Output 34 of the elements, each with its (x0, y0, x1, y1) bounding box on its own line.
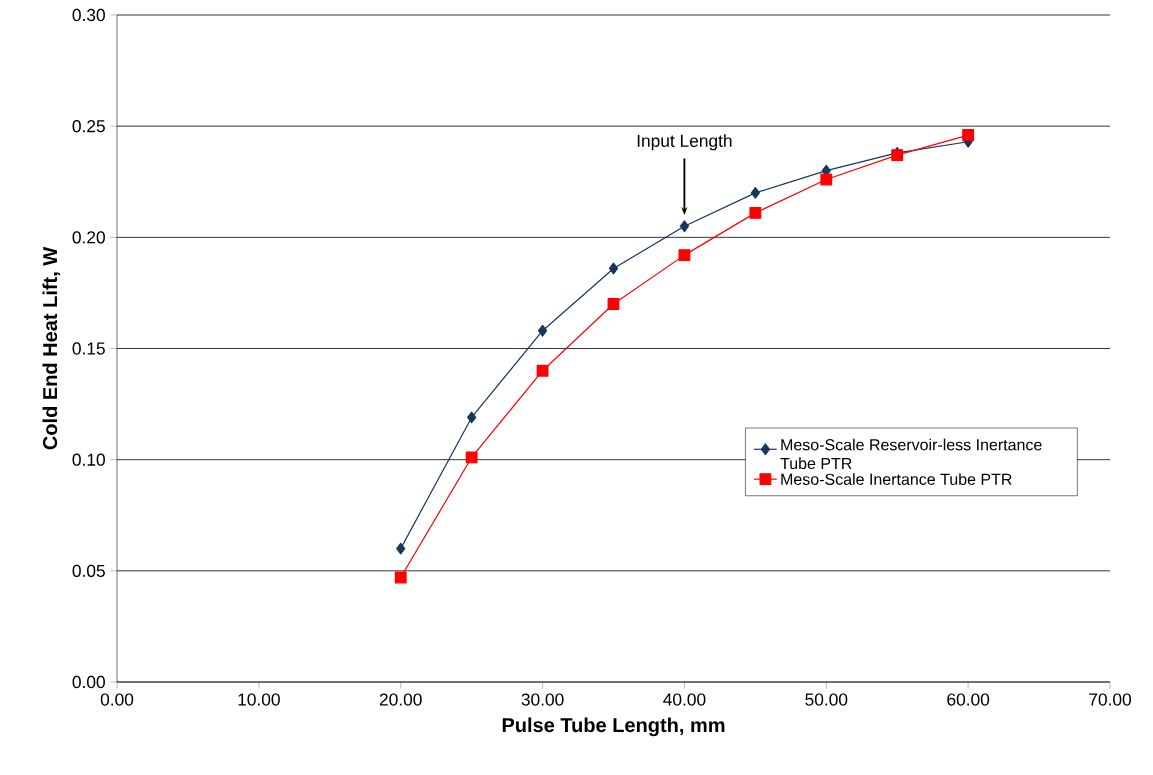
y-axis-title: Cold End Heat Lift, W (42, 246, 61, 450)
annotation: Input Length (637, 134, 732, 151)
x-tick-label: 70.00 (1089, 693, 1132, 706)
x-tick-label: 0.00 (100, 693, 134, 706)
x-tick-label: 40.00 (663, 693, 706, 706)
y-tick-label: 0.10 (72, 453, 105, 466)
x-tick-label: 30.00 (521, 693, 564, 706)
point (467, 411, 477, 424)
point (678, 249, 691, 262)
point (396, 542, 406, 555)
x-tick-label: 60.00 (947, 693, 990, 706)
point (536, 364, 549, 377)
y-tick-label: 0.30 (72, 8, 105, 22)
point (537, 324, 548, 337)
point (679, 220, 690, 233)
point (749, 206, 762, 219)
point (962, 129, 975, 141)
x-tick-label: 10.00 (238, 693, 280, 706)
point (607, 298, 620, 310)
point (394, 571, 407, 584)
legend-label: Meso-Scale Reservoir-less Inertance Tube PTR (780, 438, 1042, 470)
x-axis-title: Pulse Tube Length, mm (502, 717, 725, 737)
point (820, 173, 833, 186)
y-tick-label: 0.20 (72, 231, 105, 244)
y-tick-label: 0.25 (72, 120, 105, 133)
y-tick-label: 0.15 (72, 342, 105, 355)
point (608, 262, 619, 275)
y-tick-label: 0.00 (72, 675, 105, 689)
x-tick-label: 50.00 (805, 693, 848, 706)
point (465, 451, 478, 464)
x-tick-label: 20.00 (379, 693, 422, 706)
point (750, 186, 760, 199)
legend-label: Meso-Scale Inertance Tube PTR (781, 473, 1012, 485)
y-tick-label: 0.05 (72, 564, 105, 577)
